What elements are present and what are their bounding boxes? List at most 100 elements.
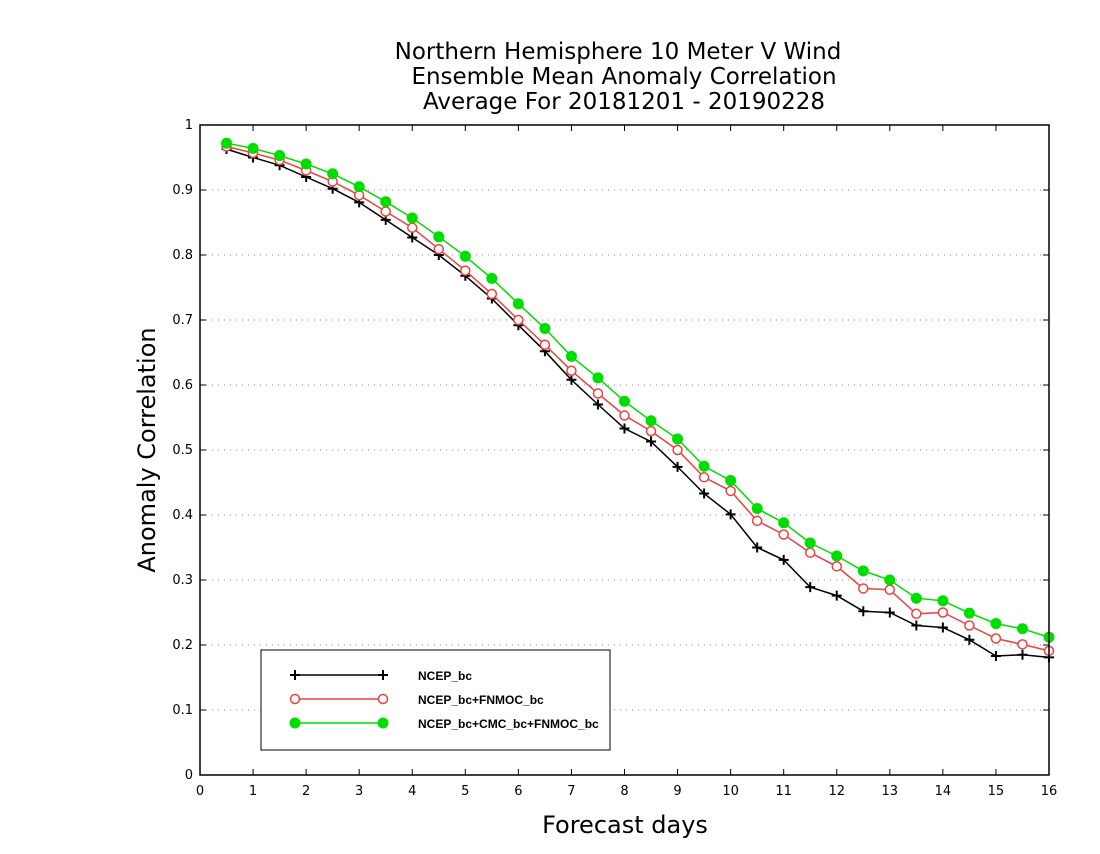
legend-box: [260, 649, 611, 751]
data-point: [698, 460, 710, 472]
x-tick-label: 11: [775, 784, 792, 799]
data-point: [911, 620, 922, 631]
x-tick-label: 12: [828, 784, 845, 799]
y-tick-label: 0.6: [172, 378, 193, 393]
data-point: [1017, 639, 1028, 650]
data-point: [937, 607, 949, 618]
data-point: [778, 529, 789, 540]
y-axis-label: Anomaly Correlation: [133, 327, 161, 572]
data-point: [433, 243, 445, 255]
data-point: [858, 606, 869, 617]
legend-marker-shape: [290, 670, 300, 680]
data-point-shape: [1017, 649, 1028, 660]
legend-marker-shape: [378, 670, 388, 680]
chart-title-line-3: Average For 20181201 - 20190228: [423, 89, 825, 115]
data-point: [964, 634, 975, 645]
data-point: [990, 651, 1001, 662]
x-tick-label: 5: [461, 784, 469, 799]
data-point: [911, 608, 922, 620]
chart-title-line-1: Northern Hemisphere 10 Meter V Wind: [395, 39, 842, 65]
plot-frame: [199, 124, 1050, 776]
y-tick-label: 0.9: [172, 183, 193, 198]
data-point: [831, 590, 842, 601]
data-point: [672, 444, 683, 456]
x-tick-label: 16: [1041, 784, 1058, 799]
data-point: [486, 272, 498, 284]
data-point-shape: [937, 622, 948, 633]
x-axis-label: Forecast days: [542, 811, 708, 839]
data-point: [831, 561, 842, 572]
series-line: [226, 142, 1050, 638]
legend-marker: [289, 693, 301, 705]
data-point: [990, 633, 1002, 644]
data-point: [433, 231, 445, 243]
y-tick-label: 0.2: [172, 638, 193, 653]
data-point: [353, 181, 365, 193]
x-tick-label: 3: [355, 784, 363, 799]
data-point: [725, 475, 737, 487]
x-tick-label: 1: [249, 784, 257, 799]
data-point: [1016, 623, 1028, 635]
data-point: [512, 298, 524, 310]
data-series: [221, 137, 1055, 663]
data-point-shape: [805, 582, 816, 593]
data-point: [380, 196, 392, 208]
x-tick-label: 6: [514, 784, 522, 799]
data-point: [221, 137, 233, 149]
y-tick-label: 0.1: [172, 703, 193, 718]
data-point-shape: [646, 436, 657, 447]
data-point: [831, 550, 843, 562]
data-point: [752, 542, 763, 553]
data-point: [459, 250, 471, 262]
data-point: [699, 488, 710, 499]
legend-marker: [377, 693, 389, 705]
x-tick-label: 8: [620, 784, 628, 799]
data-point: [407, 232, 418, 243]
chart-title-line-2: Ensemble Mean Anomaly Correlation: [411, 64, 836, 90]
data-point-shape: [725, 509, 736, 520]
series-1: [221, 141, 1055, 657]
data-point: [566, 374, 577, 385]
data-point-shape: [990, 651, 1001, 662]
data-point: [990, 618, 1002, 630]
data-point: [937, 622, 948, 633]
data-point: [857, 565, 869, 577]
data-point: [858, 583, 869, 594]
data-point-shape: [699, 488, 710, 499]
data-point: [327, 168, 339, 180]
data-point: [406, 212, 418, 224]
data-point: [672, 433, 684, 445]
legend-marker: [377, 717, 389, 729]
data-point: [778, 517, 790, 529]
data-point: [646, 436, 657, 447]
data-point-shape: [964, 634, 975, 645]
data-point: [884, 584, 896, 595]
data-point: [460, 265, 471, 276]
x-tick-label: 4: [408, 784, 416, 799]
data-point-shape: [672, 461, 683, 472]
data-point: [964, 620, 975, 631]
data-point: [1017, 649, 1028, 660]
x-tick-label: 15: [988, 784, 1005, 799]
data-point: [804, 537, 816, 549]
x-tick-label: 14: [935, 784, 952, 799]
x-tick-label: 10: [722, 784, 739, 799]
data-point: [672, 461, 683, 472]
data-point-shape: [752, 542, 763, 553]
data-point: [645, 415, 657, 427]
data-point: [380, 206, 391, 217]
data-point: [645, 425, 657, 437]
x-tick-label: 2: [302, 784, 310, 799]
legend-label: NCEP_bc+CMC_bc+FNMOC_bc: [418, 717, 599, 731]
data-point-shape: [778, 554, 789, 565]
data-point: [539, 322, 551, 334]
x-tick-label: 0: [196, 784, 204, 799]
data-point-shape: [619, 423, 630, 434]
y-tick-label: 1: [185, 118, 193, 133]
data-point: [698, 472, 710, 483]
data-point-shape: [911, 620, 922, 631]
grid-lines: [200, 189, 1049, 711]
series-line: [226, 148, 1050, 659]
data-point: [407, 222, 418, 233]
